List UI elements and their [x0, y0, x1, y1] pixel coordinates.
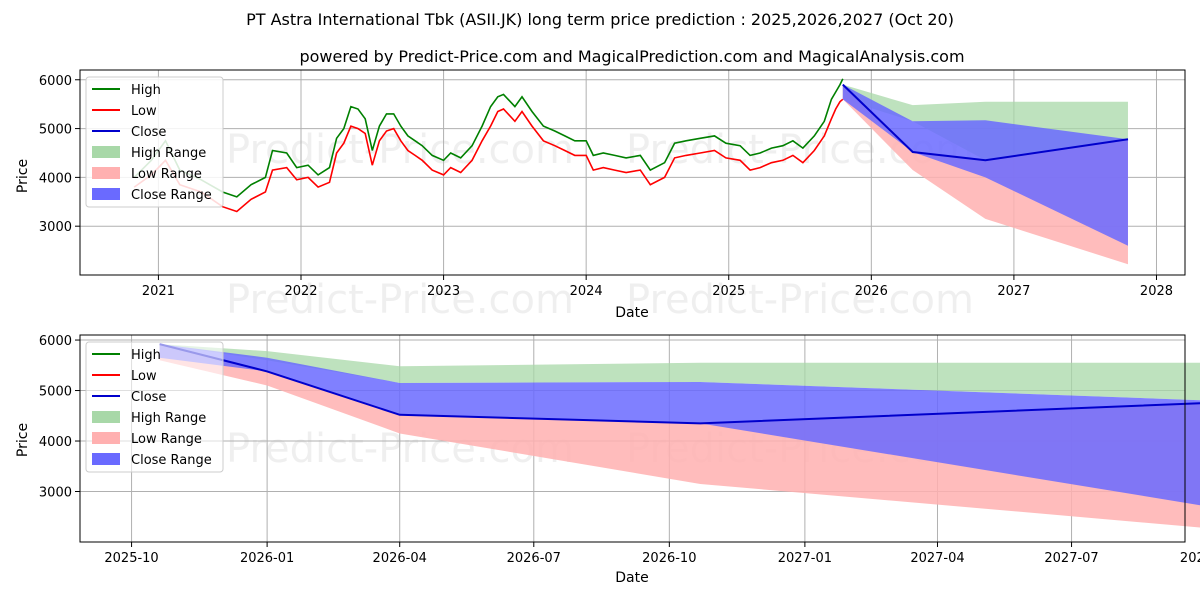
legend2-high-label: High: [131, 348, 161, 363]
top-xtick-label: 2028: [1140, 284, 1173, 299]
top-ytick-label: 3000: [39, 220, 72, 235]
chart-subtitle: powered by Predict-Price.com and Magical…: [299, 47, 964, 66]
bottom-xtick-label: 2027-04: [910, 551, 964, 566]
legend-high-label: High: [131, 83, 161, 98]
legend2-close-label: Close: [131, 390, 166, 405]
top-xtick-label: 2022: [284, 284, 317, 299]
bottom-legend-frame: [85, 341, 224, 473]
top-watermark-4: Predict-Price.com: [626, 277, 974, 323]
legend2-low-label: Low: [131, 369, 157, 384]
top-xtick-label: 2023: [427, 284, 460, 299]
top-ytick-label: 6000: [39, 74, 72, 89]
bottom-legend: High Low Close High Range Low Range Clos…: [85, 341, 224, 473]
top-xlabel: Date: [615, 305, 648, 321]
chart-title: PT Astra International Tbk (ASII.JK) lon…: [246, 10, 954, 29]
bottom-low-range-band: [159, 344, 1200, 528]
top-legend: High Low Close High Range Low Range Clos…: [85, 76, 224, 208]
bottom-ytick-label: 6000: [39, 334, 72, 349]
bottom-panel: Predict-Price.com Predict-Price.com 2025…: [15, 334, 1200, 586]
legend-close-range-swatch: [92, 188, 120, 200]
top-plot-frame: [79, 69, 1186, 276]
bottom-ytick-label: 5000: [39, 385, 72, 400]
legend-close-label: Close: [131, 125, 166, 140]
legend-low-label: Low: [131, 104, 157, 119]
legend-high-range-label: High Range: [131, 146, 206, 161]
top-watermark-3: Predict-Price.com: [226, 277, 574, 323]
top-xtick-label: 2026: [855, 284, 888, 299]
top-legend-frame: [85, 76, 224, 208]
legend2-close-range-swatch: [92, 453, 120, 465]
bottom-xtick-label: 2026-10: [642, 551, 696, 566]
top-watermark-1: Predict-Price.com: [226, 127, 574, 173]
bottom-xtick-label: 2026-04: [373, 551, 427, 566]
top-low-line: [133, 98, 844, 213]
top-xtick-label: 2025: [712, 284, 745, 299]
legend2-close-range-label: Close Range: [131, 453, 212, 468]
bottom-xlabel: Date: [615, 570, 648, 586]
bottom-ytick-label: 4000: [39, 435, 72, 450]
bottom-close-line: [159, 343, 1200, 425]
bottom-plot-frame: [79, 334, 1186, 543]
top-ytick-label: 5000: [39, 123, 72, 138]
top-xtick-label: 2027: [997, 284, 1030, 299]
bottom-xtick-label: 2026-01: [240, 551, 294, 566]
top-panel: Predict-Price.com Predict-Price.com Pred…: [15, 69, 1186, 323]
legend2-low-range-label: Low Range: [131, 432, 202, 447]
top-ytick-label: 4000: [39, 171, 72, 186]
top-xtick-label: 2024: [570, 284, 603, 299]
bottom-ylabel: Price: [15, 423, 31, 457]
legend2-high-range-swatch: [92, 411, 120, 423]
bottom-xtick-label: 2026-07: [507, 551, 561, 566]
top-close-line: [842, 83, 1129, 162]
bottom-xtick-label: 2027-01: [778, 551, 832, 566]
legend-high-range-swatch: [92, 146, 120, 158]
bottom-close-range-band: [159, 344, 1200, 506]
legend2-high-range-label: High Range: [131, 411, 206, 426]
legend-close-range-label: Close Range: [131, 188, 212, 203]
legend-low-range-swatch: [92, 167, 120, 179]
top-xtick-label: 2021: [142, 284, 175, 299]
legend2-low-range-swatch: [92, 432, 120, 444]
legend-low-range-label: Low Range: [131, 167, 202, 182]
bottom-xtick-label: 2027-10: [1180, 551, 1200, 566]
bottom-high-range-band: [159, 344, 1200, 401]
top-close-range-band: [842, 84, 1128, 246]
bottom-ytick-label: 3000: [39, 486, 72, 501]
bottom-xtick-label: 2027-07: [1044, 551, 1098, 566]
top-ylabel: Price: [15, 159, 31, 193]
top-high-line: [133, 78, 844, 198]
bottom-xtick-label: 2025-10: [104, 551, 158, 566]
